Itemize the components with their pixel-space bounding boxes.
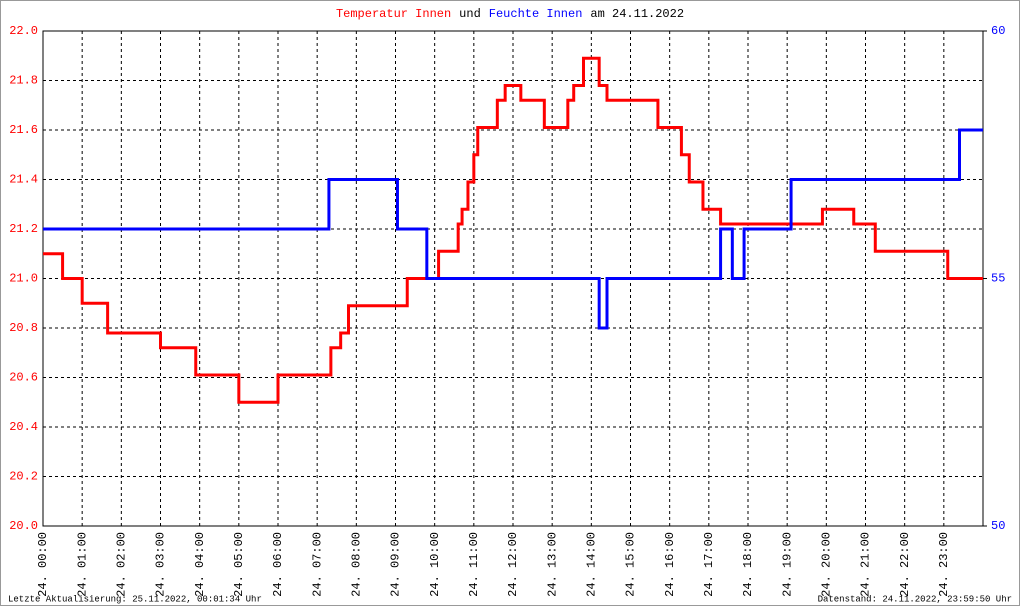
series-line — [43, 56, 983, 404]
x-tick-label: 24. 19:00 — [780, 532, 794, 597]
y-tick-label: 20.8 — [9, 321, 38, 335]
y-tick-label: 20.0 — [9, 519, 38, 533]
x-tick-label: 24. 14:00 — [585, 532, 599, 597]
title-part: Feuchte Innen — [489, 7, 583, 21]
x-tick-label: 24. 09:00 — [389, 532, 403, 597]
y-tick-label: 21.0 — [9, 272, 38, 286]
x-tick-label: 24. 12:00 — [506, 532, 520, 597]
y-tick-label: 20.4 — [9, 420, 38, 434]
title-part: und — [459, 7, 481, 21]
x-tick-label: 24. 15:00 — [624, 532, 638, 597]
x-tick-label: 24. 21:00 — [859, 532, 873, 597]
y-tick-label: 20.2 — [9, 470, 38, 484]
y2-tick-label: 60 — [991, 24, 1005, 38]
x-tick-label: 24. 05:00 — [232, 532, 246, 597]
y2-tick-label: 50 — [991, 519, 1005, 533]
y-tick-label: 21.4 — [9, 173, 38, 187]
x-tick-label: 24. 04:00 — [193, 532, 207, 597]
x-tick-label: 24. 22:00 — [898, 532, 912, 597]
title-part: am 24.11.2022 — [590, 7, 684, 21]
x-tick-label: 24. 11:00 — [467, 532, 481, 597]
x-tick-label: 24. 17:00 — [702, 532, 716, 597]
x-tick-label: 24. 00:00 — [36, 532, 50, 597]
x-tick-label: 24. 07:00 — [310, 532, 324, 597]
y2-tick-label: 55 — [991, 272, 1005, 286]
footer-right: Datenstand: 24.11.2022, 23:59:50 Uhr — [818, 594, 1012, 604]
x-tick-label: 24. 03:00 — [154, 532, 168, 597]
y-tick-label: 21.8 — [9, 74, 38, 88]
y-tick-label: 20.6 — [9, 371, 38, 385]
x-tick-label: 24. 13:00 — [545, 532, 559, 597]
x-tick-label: 24. 06:00 — [271, 532, 285, 597]
series-line — [43, 128, 983, 330]
chart-title: Temperatur Innen und Feuchte Innen am 24.11… — [336, 7, 684, 21]
y-tick-label: 22.0 — [9, 24, 38, 38]
footer-left: Letzte Aktualisierung: 25.11.2022, 00:01… — [8, 594, 262, 604]
x-tick-label: 24. 16:00 — [663, 532, 677, 597]
title-part: Temperatur Innen — [336, 7, 451, 21]
x-tick-label: 24. 02:00 — [115, 532, 129, 597]
x-tick-label: 24. 18:00 — [741, 532, 755, 597]
x-tick-label: 24. 08:00 — [350, 532, 364, 597]
y-tick-label: 21.2 — [9, 222, 38, 236]
x-tick-label: 24. 01:00 — [75, 532, 89, 597]
y-tick-label: 21.6 — [9, 123, 38, 137]
x-tick-label: 24. 23:00 — [937, 532, 951, 597]
x-tick-label: 24. 10:00 — [428, 532, 442, 597]
x-tick-label: 24. 20:00 — [820, 532, 834, 597]
